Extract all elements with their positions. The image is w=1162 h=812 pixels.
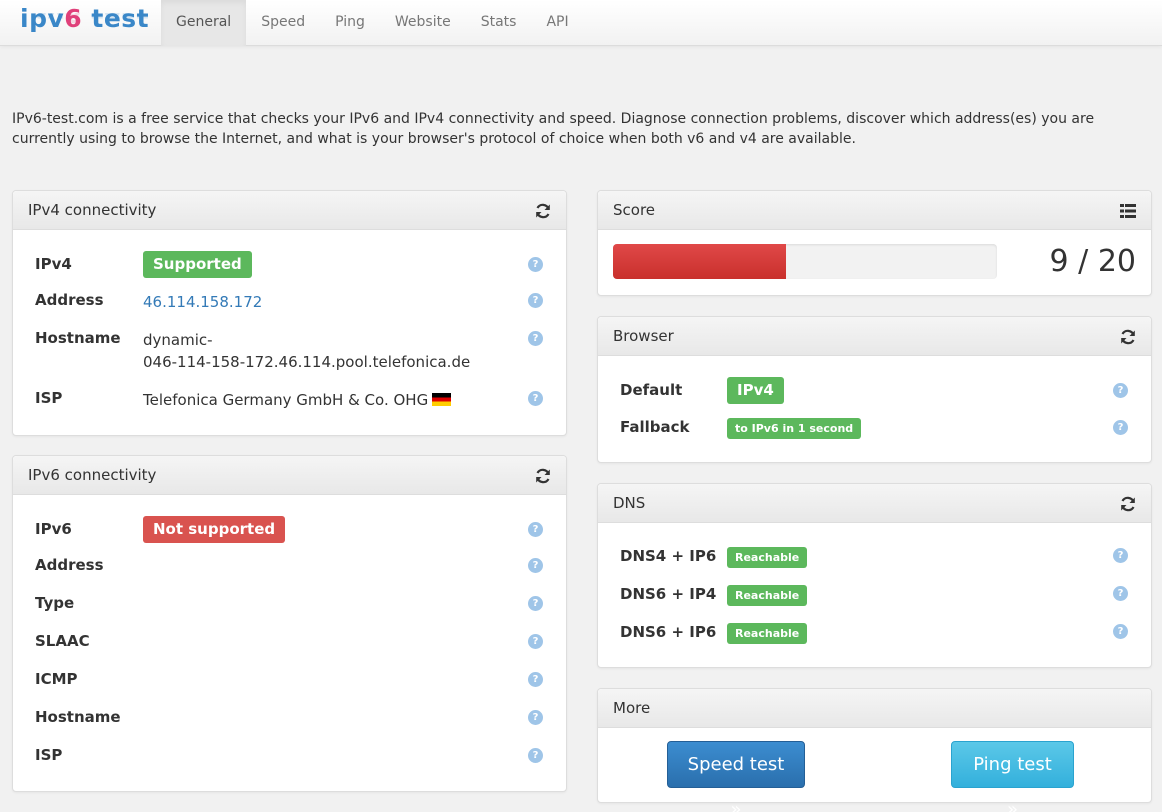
germany-flag-icon — [432, 393, 452, 406]
list-icon[interactable] — [1119, 202, 1137, 220]
browser-panel-title: Browser — [613, 327, 674, 345]
ipv4-panel-title: IPv4 connectivity — [28, 201, 157, 219]
refresh-icon[interactable] — [534, 467, 552, 485]
ipv6-hostname-label: Hostname — [35, 708, 121, 726]
refresh-icon[interactable] — [1119, 328, 1137, 346]
dns-panel-title: DNS — [613, 494, 646, 512]
navbar: ipv6 test ipv6 test General Speed Ping W… — [0, 0, 1162, 46]
score-panel: Score 9 / 20 — [597, 190, 1152, 296]
default-protocol-badge: IPv4 — [727, 377, 784, 404]
site-logo[interactable]: ipv6 test — [20, 4, 150, 33]
ipv6-panel: IPv6 connectivity IPv6 Not supported ? A… — [12, 455, 567, 792]
speed-test-button[interactable]: Speed test » — [667, 741, 805, 812]
help-icon[interactable]: ? — [1113, 624, 1128, 639]
ipv4-hostname-value: dynamic- 046-114-158-172.46.114.pool.tele… — [143, 329, 470, 373]
more-panel: More Speed test » Ping test » — [597, 688, 1152, 812]
help-icon[interactable]: ? — [528, 596, 543, 611]
help-icon[interactable]: ? — [528, 522, 543, 537]
ipv6-status-badge: Not supported — [143, 516, 286, 543]
ipv6-address-label: Address — [35, 556, 104, 574]
help-icon[interactable]: ? — [528, 331, 543, 346]
address-label: Address — [35, 291, 104, 309]
help-icon[interactable]: ? — [1113, 586, 1128, 601]
isp-label: ISP — [35, 389, 63, 407]
intro-text: IPv6-test.com is a free service that che… — [12, 111, 1095, 147]
ipv6-panel-heading: IPv6 connectivity — [13, 456, 566, 495]
logo-reflection: ipv6 test — [20, 13, 150, 28]
ipv4-status-badge: Supported — [143, 251, 252, 278]
help-icon[interactable]: ? — [1113, 420, 1128, 435]
hostname-label: Hostname — [35, 329, 121, 347]
ipv6-type-label: Type — [35, 594, 75, 612]
hostname-line1: dynamic- — [143, 331, 213, 349]
help-icon[interactable]: ? — [1113, 548, 1128, 563]
nav-stats[interactable]: Stats — [480, 14, 517, 30]
ping-test-button[interactable]: Ping test » — [951, 741, 1074, 812]
nav-ping[interactable]: Ping — [335, 14, 365, 30]
dns-panel-heading: DNS — [598, 484, 1151, 523]
nav-general[interactable]: General — [161, 0, 247, 46]
default-label: Default — [620, 381, 683, 399]
nav-website[interactable]: Website — [394, 14, 451, 30]
help-icon[interactable]: ? — [528, 257, 543, 272]
score-panel-heading: Score — [598, 191, 1151, 230]
score-panel-title: Score — [613, 201, 656, 219]
nav-api[interactable]: API — [546, 14, 569, 30]
dns-panel: DNS DNS4 + IP6 Reachable ? DNS6 + IP4 Re… — [597, 483, 1152, 668]
ipv6-slaac-label: SLAAC — [35, 632, 90, 650]
hostname-line2: 046-114-158-172.46.114.pool.telefonica.d… — [143, 353, 471, 371]
refresh-icon[interactable] — [1119, 495, 1137, 513]
help-icon[interactable]: ? — [528, 293, 543, 308]
dns6-ip6-label: DNS6 + IP6 — [620, 623, 717, 641]
ipv4-isp-value: Telefonica Germany GmbH & Co. OHG — [143, 389, 452, 411]
help-icon[interactable]: ? — [528, 391, 543, 406]
browser-panel-heading: Browser — [598, 317, 1151, 356]
score-value: 9 / 20 — [1049, 244, 1136, 279]
score-progress — [613, 244, 997, 279]
browser-panel: Browser Default IPv4 ? Fallback to IPv6 … — [597, 316, 1152, 463]
ipv4-panel: IPv4 connectivity IPv4 Supported ? Addre… — [12, 190, 567, 436]
main-nav: General Speed Ping Website Stats API — [161, 0, 584, 46]
refresh-icon[interactable] — [534, 202, 552, 220]
help-icon[interactable]: ? — [528, 672, 543, 687]
isp-name: Telefonica Germany GmbH & Co. OHG — [143, 391, 429, 409]
help-icon[interactable]: ? — [528, 710, 543, 725]
help-icon[interactable]: ? — [1113, 383, 1128, 398]
help-icon[interactable]: ? — [528, 634, 543, 649]
dns4-ip6-label: DNS4 + IP6 — [620, 547, 717, 565]
score-progress-bar — [613, 244, 786, 279]
help-icon[interactable]: ? — [528, 558, 543, 573]
dns6-ip6-badge: Reachable — [727, 623, 808, 644]
nav-speed[interactable]: Speed — [261, 14, 306, 30]
more-panel-heading: More — [598, 689, 1151, 728]
ipv4-address-link[interactable]: 46.114.158.172 — [143, 293, 263, 311]
ipv6-isp-label: ISP — [35, 746, 63, 764]
help-icon[interactable]: ? — [528, 748, 543, 763]
fallback-label: Fallback — [620, 418, 690, 436]
ipv6-label: IPv6 — [35, 520, 72, 538]
ipv4-label: IPv4 — [35, 255, 72, 273]
dns6-ip4-badge: Reachable — [727, 585, 808, 606]
more-panel-title: More — [613, 699, 651, 717]
dns6-ip4-label: DNS6 + IP4 — [620, 585, 717, 603]
ipv4-panel-heading: IPv4 connectivity — [13, 191, 566, 230]
ipv6-panel-title: IPv6 connectivity — [28, 466, 157, 484]
ipv6-icmp-label: ICMP — [35, 670, 78, 688]
dns4-ip6-badge: Reachable — [727, 547, 808, 568]
fallback-badge: to IPv6 in 1 second — [727, 418, 862, 439]
